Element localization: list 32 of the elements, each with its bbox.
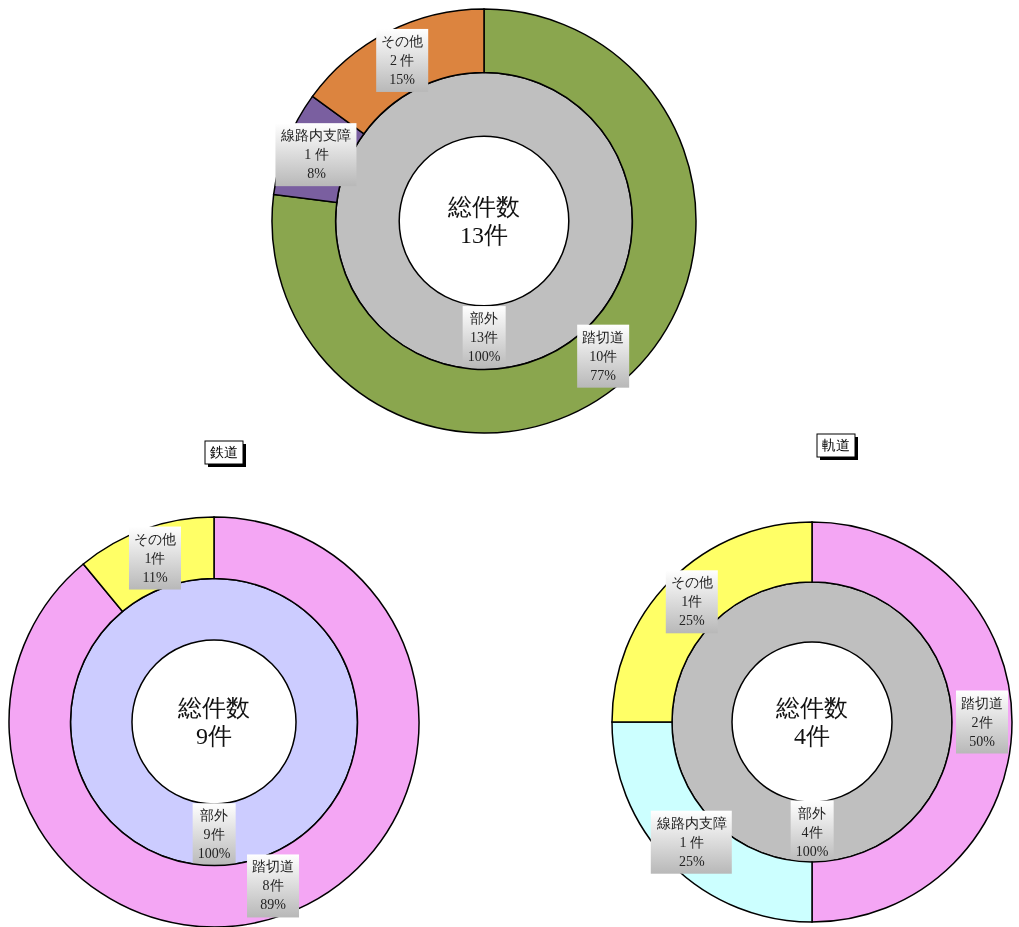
slice-label: 踏切道	[582, 329, 625, 345]
data-label: 4件 100%	[795, 824, 829, 859]
donut-slice	[271, 8, 697, 434]
data-label: 1件 11%	[142, 550, 168, 585]
text: 総件数	[447, 194, 520, 220]
text: 4件	[794, 723, 830, 749]
slice-label: 部外	[470, 311, 498, 327]
donut-slice	[8, 516, 420, 927]
slice-label: 線路内支障	[655, 815, 727, 831]
slice-label: その他	[670, 575, 713, 591]
data-label: 13件 100%	[467, 330, 501, 365]
slice-label: その他	[133, 531, 176, 547]
data-label: 2件 50%	[969, 714, 996, 749]
data-label: 10件 77%	[589, 348, 618, 383]
slice-label: 部外	[798, 805, 826, 821]
data-label: 1件 25%	[678, 594, 705, 629]
text: 13件	[460, 222, 508, 248]
data-label: 9件 100%	[197, 827, 231, 862]
chart-title: 軌道	[822, 438, 850, 453]
slice-label: 線路内支障	[280, 128, 352, 144]
data-label: 1 件 25%	[678, 834, 705, 869]
text: 総件数	[775, 695, 848, 721]
slice-label: 踏切道	[252, 859, 295, 875]
data-label: 1 件 8%	[304, 147, 329, 182]
slice-label: その他	[381, 33, 424, 49]
chart-title: 鉄道	[210, 445, 238, 460]
data-label: 2 件 15%	[389, 52, 416, 87]
text: 9件	[196, 723, 232, 749]
text: 総件数	[177, 695, 250, 721]
slice-label: 踏切道	[961, 695, 1003, 711]
slice-label: 部外	[200, 808, 228, 824]
data-label: 8件 89%	[260, 878, 287, 913]
